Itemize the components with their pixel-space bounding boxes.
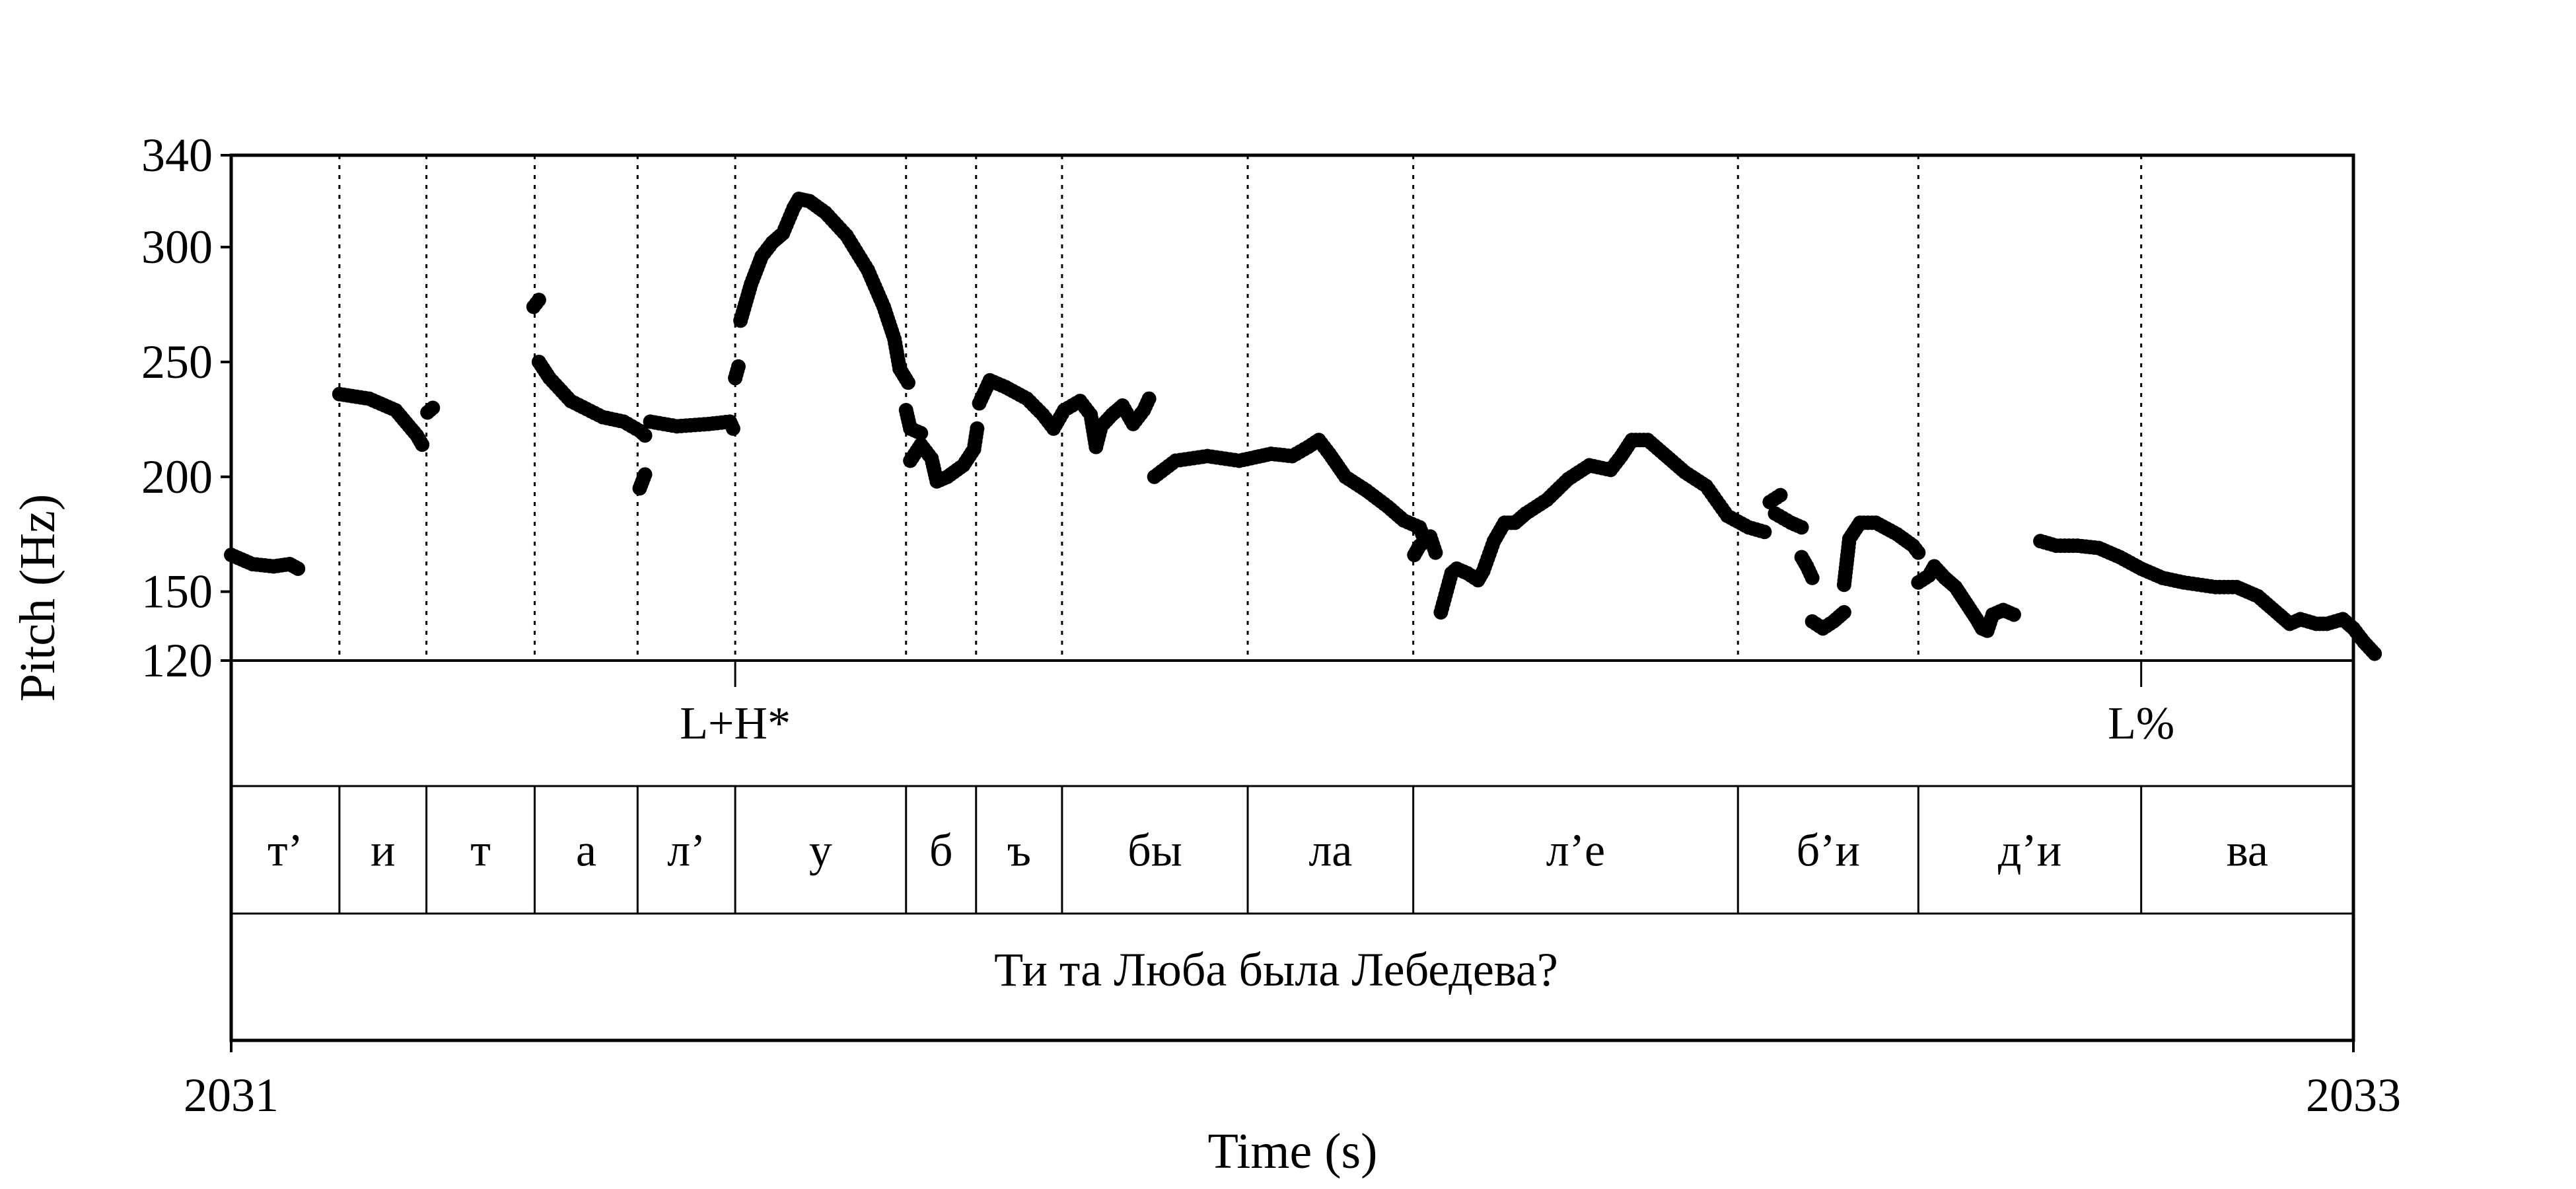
sentence-tier: Ти та Люба была Лебедева? <box>994 943 1558 996</box>
segment-label: ла <box>1308 826 1352 877</box>
y-tick-label: 250 <box>141 336 213 388</box>
segment-label: бы <box>1127 826 1182 877</box>
segment-label: ъ <box>1007 826 1031 877</box>
x-tick-label-end: 2033 <box>2306 1069 2401 1122</box>
tone-label: L% <box>2108 698 2174 749</box>
segment-label: и <box>371 826 395 877</box>
pitch-point <box>637 428 653 443</box>
y-tick-label: 300 <box>141 221 213 273</box>
pitch-point <box>1805 570 1820 585</box>
segment-label: а <box>576 826 596 877</box>
pitch-track <box>224 192 2382 661</box>
sentence-label: Ти та Люба была Лебедева? <box>994 943 1558 996</box>
segment-label: л’ <box>667 826 705 877</box>
pitch-point <box>900 375 915 390</box>
y-axis-title: Pitch (Hz) <box>10 494 65 702</box>
pitch-point <box>1773 487 1788 503</box>
segment-label: д’и <box>1998 826 2061 877</box>
pitch-point <box>1836 604 1851 620</box>
pitch-point <box>415 437 430 452</box>
segment-label: ва <box>2227 826 2268 877</box>
y-tick-label: 120 <box>141 634 213 687</box>
segment-label: у <box>809 826 832 877</box>
pitch-point <box>2006 607 2021 622</box>
segment-label: т’ <box>268 826 303 877</box>
pitch-point <box>970 421 985 436</box>
segment-label: б <box>929 826 953 877</box>
pitch-point <box>1428 545 1443 560</box>
segment-label: т <box>470 826 491 877</box>
pitch-point <box>1757 524 1772 540</box>
pitch-point <box>637 467 653 482</box>
tone-tier: L+H* L% <box>680 661 2174 749</box>
y-tick-label: 200 <box>141 450 213 503</box>
pitch-point <box>913 425 929 441</box>
plot-border <box>229 153 2355 1042</box>
pitch-point <box>425 400 441 415</box>
plot-frame <box>229 153 2355 1052</box>
pitch-point <box>291 561 306 576</box>
pitch-point <box>731 359 746 374</box>
segment-boundaries <box>338 155 2143 661</box>
segment-label: л’е <box>1546 826 1605 877</box>
y-axis: 120 150 200 250 300 340 <box>141 129 231 687</box>
segment-tier: т’ и т а л’ у б ъ бы ла л’е б’и д’и ва <box>268 786 2268 914</box>
x-tick-label-start: 2031 <box>184 1069 279 1122</box>
y-tick-label: 150 <box>141 565 213 618</box>
pitch-point <box>2367 646 2382 661</box>
x-axis: 2031 2033 Time (s) <box>184 1069 2401 1179</box>
tone-label: L+H* <box>680 698 791 749</box>
x-axis-title: Time (s) <box>1208 1124 1378 1179</box>
pitch-point <box>725 421 740 436</box>
pitch-point <box>1141 391 1157 406</box>
y-tick-label: 340 <box>141 129 213 182</box>
segment-label: б’и <box>1797 826 1860 877</box>
pitch-point <box>1794 520 1809 535</box>
